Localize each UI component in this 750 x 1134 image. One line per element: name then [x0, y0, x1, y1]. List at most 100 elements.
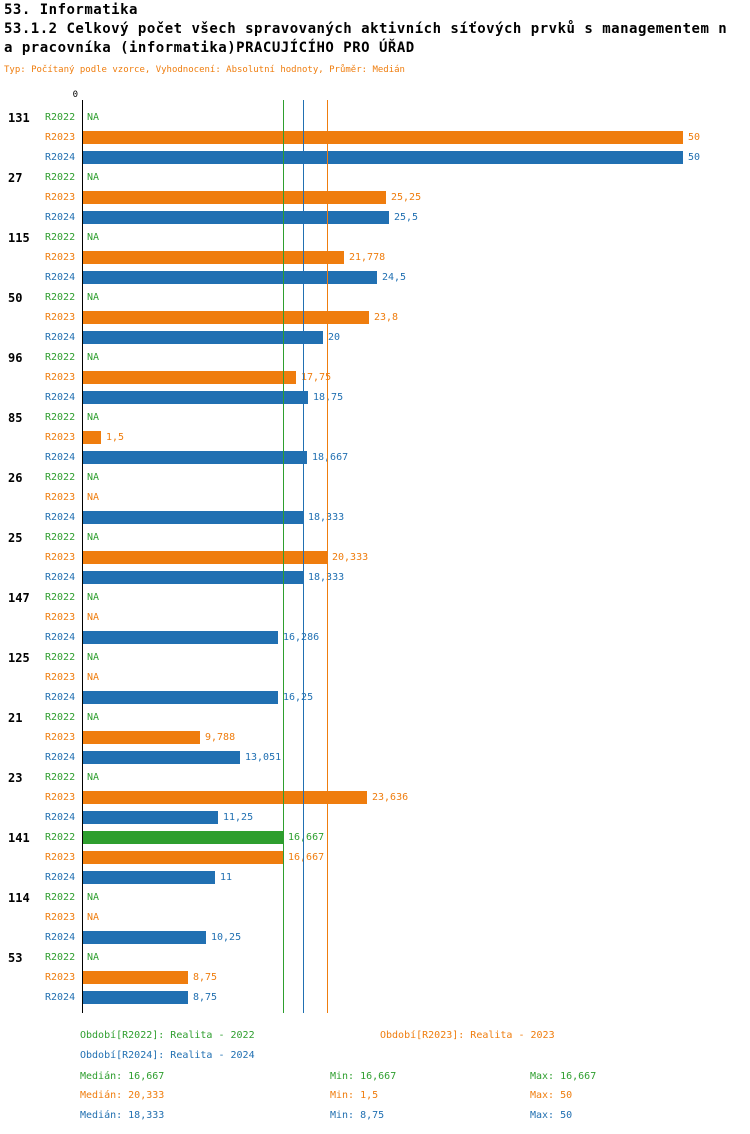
value-bar	[83, 551, 327, 564]
series-row-label: R2023	[45, 732, 76, 743]
na-value-label: NA	[87, 172, 100, 183]
series-row-label: R2023	[45, 132, 76, 143]
value-bar	[83, 251, 344, 264]
bar-value-label: 8,75	[193, 972, 218, 983]
median-reference-line	[327, 100, 328, 1013]
value-bar	[83, 331, 323, 344]
series-row-label: R2023	[45, 612, 76, 623]
series-row-label: R2023	[45, 192, 76, 203]
series-row-label: R2023	[45, 792, 76, 803]
value-bar	[83, 851, 283, 864]
na-value-label: NA	[87, 532, 100, 543]
value-bar	[83, 431, 101, 444]
group-id-label: 147	[8, 591, 30, 605]
group-id-label: 25	[8, 531, 23, 545]
value-bar	[83, 271, 377, 284]
bar-value-label: 50	[688, 152, 701, 163]
legend-item-r2023: Období[R2023]: Realita - 2023	[380, 1030, 555, 1041]
series-row-label: R2023	[45, 672, 76, 683]
series-row-label: R2022	[45, 952, 76, 963]
group-id-label: 131	[8, 111, 30, 125]
value-bar	[83, 151, 683, 164]
bar-value-label: 10,25	[211, 932, 242, 943]
series-row-label: R2022	[45, 232, 76, 243]
stat-max-r2024: Max: 50	[530, 1110, 573, 1121]
value-bar	[83, 811, 218, 824]
series-row-label: R2024	[45, 932, 76, 943]
series-row-label: R2022	[45, 112, 76, 123]
group-id-label: 26	[8, 471, 23, 485]
series-row-label: R2023	[45, 432, 76, 443]
legend-item-r2024: Období[R2024]: Realita - 2024	[80, 1050, 255, 1061]
series-row-label: R2022	[45, 412, 76, 423]
na-value-label: NA	[87, 672, 100, 683]
bar-value-label: 16,25	[283, 692, 314, 703]
stat-min-r2024: Min: 8,75	[330, 1110, 385, 1121]
series-row-label: R2024	[45, 692, 76, 703]
indicator-title-line1: 53.1.2 Celkový počet všech spravovaných …	[4, 21, 728, 37]
series-row-label: R2022	[45, 292, 76, 303]
value-bar	[83, 191, 386, 204]
value-bar	[83, 571, 303, 584]
na-value-label: NA	[87, 352, 100, 363]
group-id-label: 53	[8, 951, 23, 965]
group-id-label: 141	[8, 831, 30, 845]
value-bar	[83, 831, 283, 844]
series-row-label: R2024	[45, 152, 76, 163]
series-row-label: R2022	[45, 652, 76, 663]
series-row-label: R2023	[45, 852, 76, 863]
group-id-label: 96	[8, 351, 23, 365]
bar-value-label: 9,788	[205, 732, 236, 743]
stat-min-r2022: Min: 16,667	[330, 1071, 397, 1082]
legend-item-r2022: Období[R2022]: Realita - 2022	[80, 1030, 255, 1041]
value-bar	[83, 131, 683, 144]
value-bar	[83, 451, 307, 464]
x-axis-zero-label: 0	[72, 90, 78, 100]
series-row-label: R2023	[45, 972, 76, 983]
bar-value-label: 17,75	[301, 372, 332, 383]
series-row-label: R2024	[45, 812, 76, 823]
series-row-label: R2023	[45, 552, 76, 563]
group-id-label: 21	[8, 711, 23, 725]
indicator-title-line2: a pracovníka (informatika)PRACUJÍCÍHO PR…	[4, 40, 415, 56]
series-row-label: R2022	[45, 352, 76, 363]
na-value-label: NA	[87, 492, 100, 503]
section-title: 53. Informatika	[4, 2, 138, 18]
bar-value-label: 18,667	[312, 452, 349, 463]
value-bar	[83, 391, 308, 404]
series-row-label: R2024	[45, 452, 76, 463]
value-bar	[83, 211, 389, 224]
median-reference-line	[283, 100, 284, 1013]
bar-value-label: 11	[220, 872, 233, 883]
series-row-label: R2024	[45, 332, 76, 343]
value-bar	[83, 731, 200, 744]
group-id-label: 85	[8, 411, 23, 425]
na-value-label: NA	[87, 772, 100, 783]
series-row-label: R2023	[45, 252, 76, 263]
value-bar	[83, 971, 188, 984]
na-value-label: NA	[87, 612, 100, 623]
bar-value-label: 8,75	[193, 992, 218, 1003]
na-value-label: NA	[87, 652, 100, 663]
series-row-label: R2022	[45, 592, 76, 603]
series-row-label: R2024	[45, 752, 76, 763]
group-id-label: 115	[8, 231, 30, 245]
bar-value-label: 21,778	[349, 252, 386, 263]
bar-value-label: 25,5	[394, 212, 419, 223]
bar-value-label: 23,8	[374, 312, 399, 323]
na-value-label: NA	[87, 712, 100, 723]
stat-median-r2022: Medián: 16,667	[80, 1071, 165, 1082]
na-value-label: NA	[87, 912, 100, 923]
series-row-label: R2022	[45, 832, 76, 843]
series-row-label: R2024	[45, 272, 76, 283]
series-row-label: R2024	[45, 512, 76, 523]
value-bar	[83, 691, 278, 704]
value-bar	[83, 311, 369, 324]
series-row-label: R2024	[45, 992, 76, 1003]
na-value-label: NA	[87, 112, 100, 123]
series-row-label: R2022	[45, 772, 76, 783]
bar-value-label: 25,25	[391, 192, 422, 203]
stat-min-r2023: Min: 1,5	[330, 1090, 379, 1101]
value-bar	[83, 371, 296, 384]
